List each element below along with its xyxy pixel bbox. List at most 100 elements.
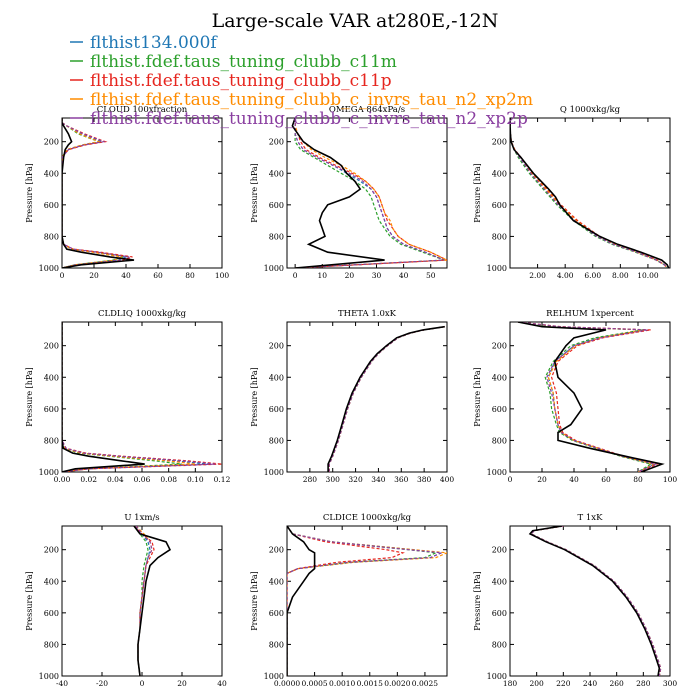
series-line-1 bbox=[62, 118, 129, 268]
panel-4: CLDLIQ 1000xkg/kg Pressure [hPa] 200 400 600… bbox=[25, 309, 231, 484]
plot-frame bbox=[286, 117, 448, 269]
x-tick-label: 40 bbox=[399, 271, 409, 280]
y-axis-label: Pressure [hPa] bbox=[250, 367, 259, 427]
series-group bbox=[133, 526, 172, 676]
y-tick-label: 600 bbox=[269, 609, 284, 618]
series-line-4 bbox=[287, 526, 447, 676]
x-tick-label: -20 bbox=[96, 679, 108, 688]
x-tick-label: 0.00 bbox=[54, 475, 71, 484]
series-line-1 bbox=[62, 322, 209, 472]
series-line-4 bbox=[328, 326, 445, 472]
x-tick-label: 80 bbox=[633, 475, 643, 484]
series-line-6 bbox=[62, 118, 135, 268]
panel-title: OMEGA 864xPa/s bbox=[329, 105, 405, 115]
x-tick-label: 2.00 bbox=[529, 271, 546, 280]
x-tick-label: 0.06 bbox=[134, 475, 151, 484]
legend-entry: flthist.fdef.taus_tuning_clubb_c11p bbox=[90, 71, 392, 91]
panel-title: CLDLIQ 1000xkg/kg bbox=[98, 309, 187, 319]
series-line-5 bbox=[517, 322, 658, 472]
plot-frame bbox=[61, 117, 223, 269]
y-tick-label: 600 bbox=[492, 609, 507, 618]
x-tick-label: 320 bbox=[348, 475, 363, 484]
y-tick-label: 200 bbox=[269, 546, 284, 555]
y-axis-label: Pressure [hPa] bbox=[473, 367, 482, 427]
series-group bbox=[528, 526, 662, 676]
series-group bbox=[62, 118, 135, 268]
y-tick-label: 800 bbox=[269, 436, 284, 445]
legend-entry: flthist.fdef.taus_tuning_clubb_c_invrs_t… bbox=[90, 109, 528, 129]
series-line-5 bbox=[328, 326, 445, 472]
legend-entry: flthist134.000f bbox=[90, 33, 218, 53]
y-axis-label: Pressure [hPa] bbox=[473, 571, 482, 631]
x-tick-label: 80 bbox=[185, 271, 195, 280]
x-tick-label: 6.00 bbox=[584, 271, 601, 280]
series-line-6 bbox=[291, 118, 385, 268]
y-tick-label: 1000 bbox=[264, 264, 284, 273]
y-tick-label: 800 bbox=[269, 640, 284, 649]
panel-5: THETA 1.0xK Pressure [hPa] 200 400 600 800 100… bbox=[250, 309, 454, 484]
x-tick-label: 0.0015 bbox=[357, 679, 383, 688]
y-tick-label: 400 bbox=[44, 577, 59, 586]
y-axis-label: Pressure [hPa] bbox=[25, 163, 34, 223]
series-line-6 bbox=[287, 526, 316, 676]
x-tick-label: 280 bbox=[636, 679, 651, 688]
x-tick-label: 20 bbox=[89, 271, 99, 280]
y-tick-label: 1000 bbox=[487, 672, 507, 681]
plot-frame bbox=[509, 321, 671, 473]
plot-frame bbox=[61, 321, 223, 473]
x-tick-label: 40 bbox=[217, 679, 227, 688]
x-tick-label: 220 bbox=[556, 679, 571, 688]
series-line-2 bbox=[62, 118, 123, 268]
series-group bbox=[291, 118, 447, 268]
y-tick-label: 600 bbox=[492, 201, 507, 210]
x-tick-label: 340 bbox=[371, 475, 386, 484]
series-line-4 bbox=[62, 322, 196, 472]
x-tick-label: 0.12 bbox=[214, 475, 231, 484]
y-tick-label: 600 bbox=[492, 405, 507, 414]
x-tick-label: 20 bbox=[537, 475, 547, 484]
x-tick-label: 200 bbox=[530, 679, 545, 688]
series-line-5 bbox=[510, 118, 668, 268]
series-group bbox=[327, 325, 445, 472]
series-line-6 bbox=[62, 322, 145, 472]
y-tick-label: 400 bbox=[492, 577, 507, 586]
x-tick-label: 240 bbox=[583, 679, 598, 688]
x-tick-label: 8.00 bbox=[612, 271, 629, 280]
y-tick-label: 400 bbox=[269, 169, 284, 178]
y-tick-label: 200 bbox=[44, 342, 59, 351]
y-axis-label: Pressure [hPa] bbox=[25, 367, 34, 427]
series-line-4 bbox=[510, 118, 668, 268]
series-line-1 bbox=[294, 118, 445, 268]
x-tick-label: 100 bbox=[215, 271, 230, 280]
panel-3: Q 1000xkg/kg Pressure [hPa] 200 400 600 800 10… bbox=[473, 105, 671, 280]
series-line-1 bbox=[530, 526, 662, 676]
x-tick-label: 0.0010 bbox=[329, 679, 355, 688]
x-tick-label: 0 bbox=[293, 271, 298, 280]
x-tick-label: 260 bbox=[610, 679, 625, 688]
panel-title: RELHUM 1xpercent bbox=[546, 309, 634, 319]
x-tick-label: 10 bbox=[317, 271, 327, 280]
x-tick-label: 0 bbox=[508, 475, 513, 484]
series-line-5 bbox=[530, 526, 662, 676]
x-tick-label: 20 bbox=[345, 271, 355, 280]
x-tick-label: 0.0025 bbox=[412, 679, 438, 688]
x-tick-label: 300 bbox=[326, 475, 341, 484]
y-tick-label: 800 bbox=[269, 232, 284, 241]
y-tick-label: 400 bbox=[492, 373, 507, 382]
y-tick-label: 200 bbox=[492, 546, 507, 555]
panel-title: T 1xK bbox=[578, 513, 604, 523]
y-axis-label: Pressure [hPa] bbox=[250, 571, 259, 631]
x-tick-label: 4.00 bbox=[557, 271, 574, 280]
series-line-2 bbox=[62, 322, 183, 472]
x-tick-label: 0 bbox=[60, 271, 65, 280]
x-tick-label: 0.10 bbox=[187, 475, 204, 484]
series-line-2 bbox=[294, 118, 445, 268]
x-tick-label: 280 bbox=[303, 475, 318, 484]
y-tick-label: 1000 bbox=[264, 672, 284, 681]
series-line-3 bbox=[517, 322, 660, 472]
panel-title: THETA 1.0xK bbox=[338, 309, 397, 319]
series-line-1 bbox=[328, 326, 445, 472]
